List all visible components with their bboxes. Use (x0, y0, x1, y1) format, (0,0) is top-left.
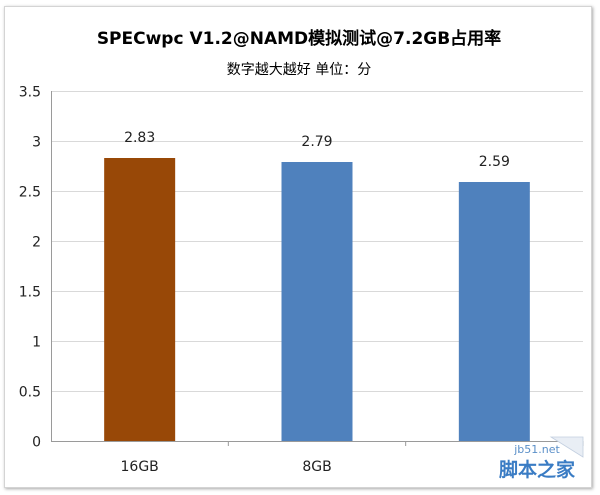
watermark-logo: jb51.net 脚本之家 (499, 436, 584, 481)
data-label: 2.83 (124, 130, 155, 146)
data-label: 2.59 (479, 154, 510, 170)
watermark-url: jb51.net (513, 443, 560, 456)
chart-title: SPECwpc V1.2@NAMD模拟测试@7.2GB占用率 (97, 28, 501, 49)
chart-frame: SPECwpc V1.2@NAMD模拟测试@7.2GB占用率 数字越大越好 单位… (4, 6, 592, 488)
bars (104, 158, 530, 441)
y-tick-label: 1.5 (19, 285, 41, 301)
x-tick-label: 8GB (302, 459, 331, 475)
bar (281, 162, 353, 441)
bar (104, 158, 176, 441)
y-tick-label: 3 (32, 135, 41, 151)
labels: 0 0.5 1 1.5 2 2.5 3 3.5 2.83 16GB 2.79 8GB 2.59 (19, 85, 510, 476)
watermark-name: 脚本之家 (499, 458, 576, 481)
data-label: 2.79 (301, 134, 332, 150)
bar (458, 182, 530, 441)
x-tick-label: 16GB (121, 459, 159, 475)
y-tick-label: 3.5 (19, 85, 41, 101)
y-tick-label: 2.5 (19, 185, 41, 201)
y-tick-label: 0.5 (19, 385, 41, 401)
y-tick-label: 2 (32, 235, 41, 251)
chart-svg: SPECwpc V1.2@NAMD模拟测试@7.2GB占用率 数字越大越好 单位… (19, 28, 584, 476)
y-tick-label: 0 (32, 435, 41, 451)
chart-subtitle: 数字越大越好 单位：分 (227, 62, 371, 78)
y-tick-label: 1 (32, 335, 41, 351)
